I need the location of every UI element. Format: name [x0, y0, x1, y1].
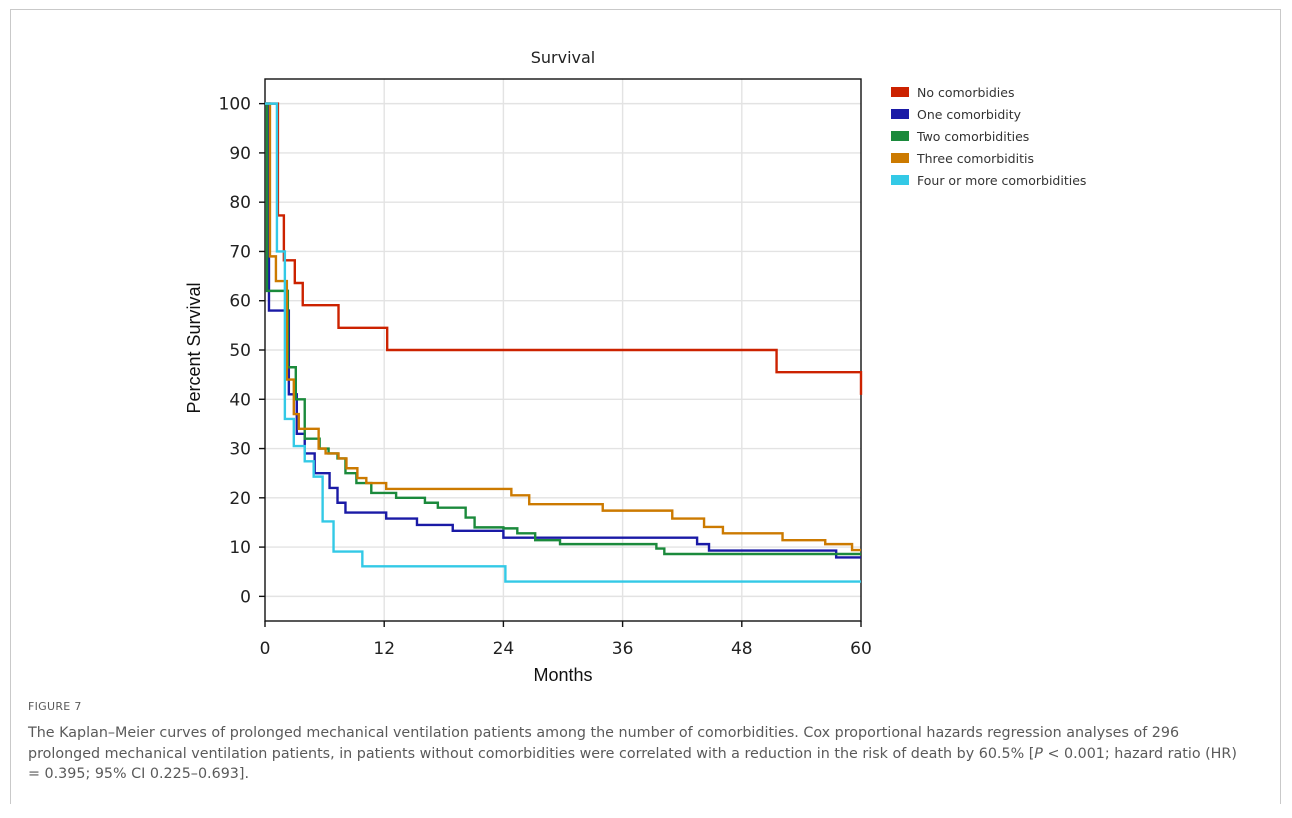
x-tick-label: 60 [850, 639, 872, 659]
y-tick-label: 70 [229, 242, 251, 262]
y-tick-label: 50 [229, 341, 251, 361]
figure-label: FIGURE 7 [28, 700, 82, 713]
chart-title: Survival [531, 48, 596, 67]
y-tick-label: 40 [229, 390, 251, 410]
series-line-3 [265, 102, 861, 556]
y-tick-label: 20 [229, 489, 251, 509]
series-line-1 [265, 102, 863, 395]
x-tick-label: 12 [373, 639, 395, 659]
figure-caption-text: The Kaplan–Meier curves of prolonged mec… [28, 723, 1248, 785]
legend-label-1: No comorbidies [917, 85, 1014, 100]
y-tick-label: 80 [229, 193, 251, 213]
series-line-5 [265, 102, 861, 583]
x-axis-label: Months [533, 665, 592, 685]
y-tick-label: 0 [240, 587, 251, 607]
x-tick-label: 36 [612, 639, 634, 659]
figure-frame [10, 9, 1281, 804]
legend-label-5: Four or more comorbidities [917, 173, 1086, 188]
legend-label-3: Two comorbidities [916, 129, 1029, 144]
caption-part-2: < 0.001; hazard ratio (HR) = 0.395; 95% … [28, 745, 1237, 783]
legend-label-2: One comorbidity [917, 107, 1022, 122]
y-tick-label: 30 [229, 440, 251, 460]
figure-caption: FIGURE 7 The Kaplan–Meier curves of prol… [28, 700, 1248, 785]
series-line-4 [265, 102, 861, 552]
x-tick-label: 48 [731, 639, 753, 659]
legend-swatch-3 [891, 131, 909, 141]
legend-swatch-5 [891, 175, 909, 185]
x-tick-label: 0 [260, 639, 271, 659]
series-line-2 [265, 102, 861, 559]
chart-legend: No comorbidies One comorbidity Two comorbi… [891, 85, 1086, 188]
legend-swatch-1 [891, 87, 909, 97]
caption-part-1: The Kaplan–Meier curves of prolonged mec… [28, 725, 1180, 762]
chart-axes: 0 10 20 30 40 50 60 70 80 90 100 0 12 24 36 48 60 [219, 95, 872, 659]
caption-p-symbol: P [1034, 745, 1043, 762]
y-axis-label: Percent Survival [184, 282, 204, 413]
y-tick-label: 10 [229, 538, 251, 558]
y-tick-label: 100 [219, 95, 251, 115]
legend-swatch-4 [891, 153, 909, 163]
legend-label-4: Three comorbiditis [916, 151, 1034, 166]
x-tick-label: 24 [493, 639, 515, 659]
legend-swatch-2 [891, 109, 909, 119]
survival-chart: 0 10 20 30 40 50 60 70 80 90 100 0 12 24 36 48 60 Surviv… [184, 48, 1086, 685]
y-tick-label: 60 [229, 292, 251, 312]
survival-curves [265, 102, 863, 583]
y-tick-label: 90 [229, 144, 251, 164]
